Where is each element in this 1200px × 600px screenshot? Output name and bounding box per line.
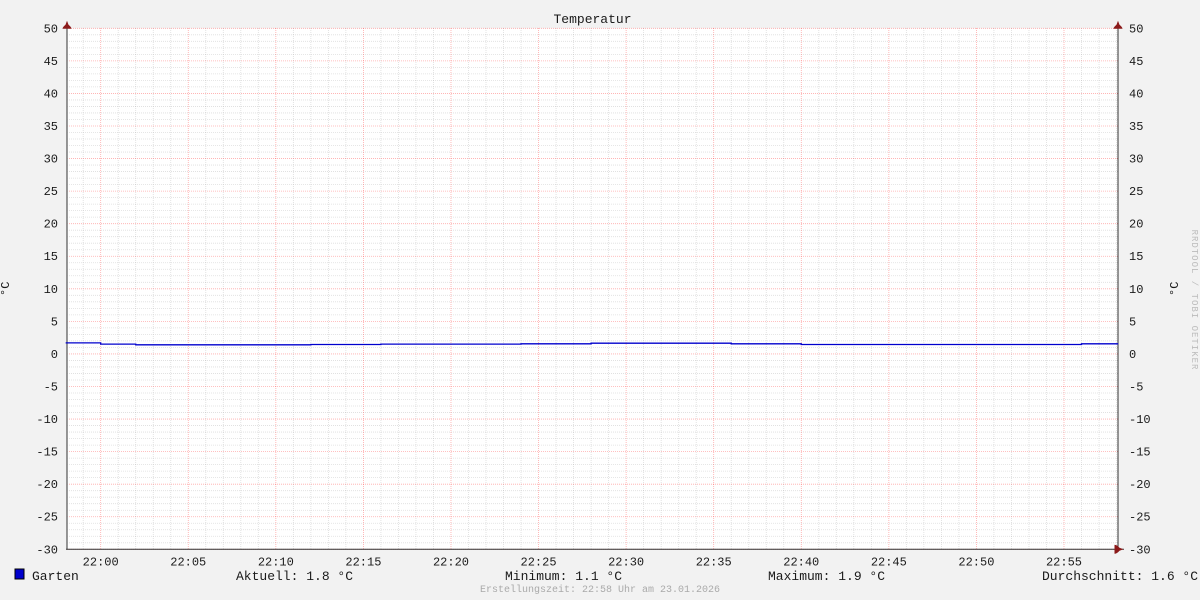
svg-text:35: 35 [1129, 120, 1143, 134]
svg-text:20: 20 [44, 218, 58, 232]
svg-text:5: 5 [51, 315, 58, 329]
svg-text:-30: -30 [36, 543, 58, 557]
svg-text:°C: °C [0, 282, 13, 296]
svg-text:-20: -20 [1129, 478, 1151, 492]
svg-text:22:20: 22:20 [433, 555, 469, 569]
svg-text:-30: -30 [1129, 543, 1151, 557]
svg-text:RRDTOOL / TOBI OETIKER: RRDTOOL / TOBI OETIKER [1189, 230, 1199, 371]
svg-text:Garten: Garten [32, 569, 79, 584]
svg-text:-10: -10 [1129, 413, 1151, 427]
svg-text:40: 40 [44, 87, 58, 101]
svg-text:Durchschnitt: 1.6 °C: Durchschnitt: 1.6 °C [1042, 569, 1198, 584]
svg-text:5: 5 [1129, 315, 1136, 329]
svg-text:Aktuell: 1.8 °C: Aktuell: 1.8 °C [236, 569, 353, 584]
svg-text:25: 25 [1129, 185, 1143, 199]
svg-text:22:30: 22:30 [608, 555, 644, 569]
svg-text:22:00: 22:00 [83, 555, 119, 569]
svg-text:22:55: 22:55 [1046, 555, 1082, 569]
svg-text:50: 50 [1129, 22, 1143, 36]
svg-text:-15: -15 [1129, 446, 1151, 460]
svg-text:10: 10 [44, 283, 58, 297]
svg-text:-10: -10 [36, 413, 58, 427]
svg-text:30: 30 [44, 153, 58, 167]
svg-text:45: 45 [1129, 55, 1143, 69]
svg-text:0: 0 [51, 348, 58, 362]
svg-text:22:10: 22:10 [258, 555, 294, 569]
svg-text:20: 20 [1129, 218, 1143, 232]
svg-text:22:25: 22:25 [521, 555, 557, 569]
svg-text:-20: -20 [36, 478, 58, 492]
svg-text:Minimum: 1.1 °C: Minimum: 1.1 °C [505, 569, 622, 584]
svg-text:22:45: 22:45 [871, 555, 907, 569]
svg-text:°C: °C [1168, 282, 1182, 296]
svg-text:Erstellungszeit: 22:58 Uhr am: Erstellungszeit: 22:58 Uhr am 23.01.2026 [480, 584, 720, 596]
svg-text:22:15: 22:15 [345, 555, 381, 569]
svg-text:-5: -5 [1129, 380, 1143, 394]
svg-text:22:05: 22:05 [170, 555, 206, 569]
svg-text:10: 10 [1129, 283, 1143, 297]
svg-text:Maximum: 1.9 °C: Maximum: 1.9 °C [768, 569, 885, 584]
svg-text:35: 35 [44, 120, 58, 134]
svg-text:22:35: 22:35 [696, 555, 732, 569]
svg-text:50: 50 [44, 22, 58, 36]
svg-text:-25: -25 [36, 511, 58, 525]
svg-text:Temperatur: Temperatur [553, 12, 631, 27]
svg-text:-15: -15 [36, 446, 58, 460]
svg-text:25: 25 [44, 185, 58, 199]
svg-text:-5: -5 [44, 380, 58, 394]
svg-text:22:40: 22:40 [783, 555, 819, 569]
svg-text:45: 45 [44, 55, 58, 69]
svg-text:-25: -25 [1129, 511, 1151, 525]
svg-text:15: 15 [44, 250, 58, 264]
svg-text:40: 40 [1129, 87, 1143, 101]
svg-text:22:50: 22:50 [958, 555, 994, 569]
svg-text:0: 0 [1129, 348, 1136, 362]
svg-text:15: 15 [1129, 250, 1143, 264]
svg-text:30: 30 [1129, 153, 1143, 167]
